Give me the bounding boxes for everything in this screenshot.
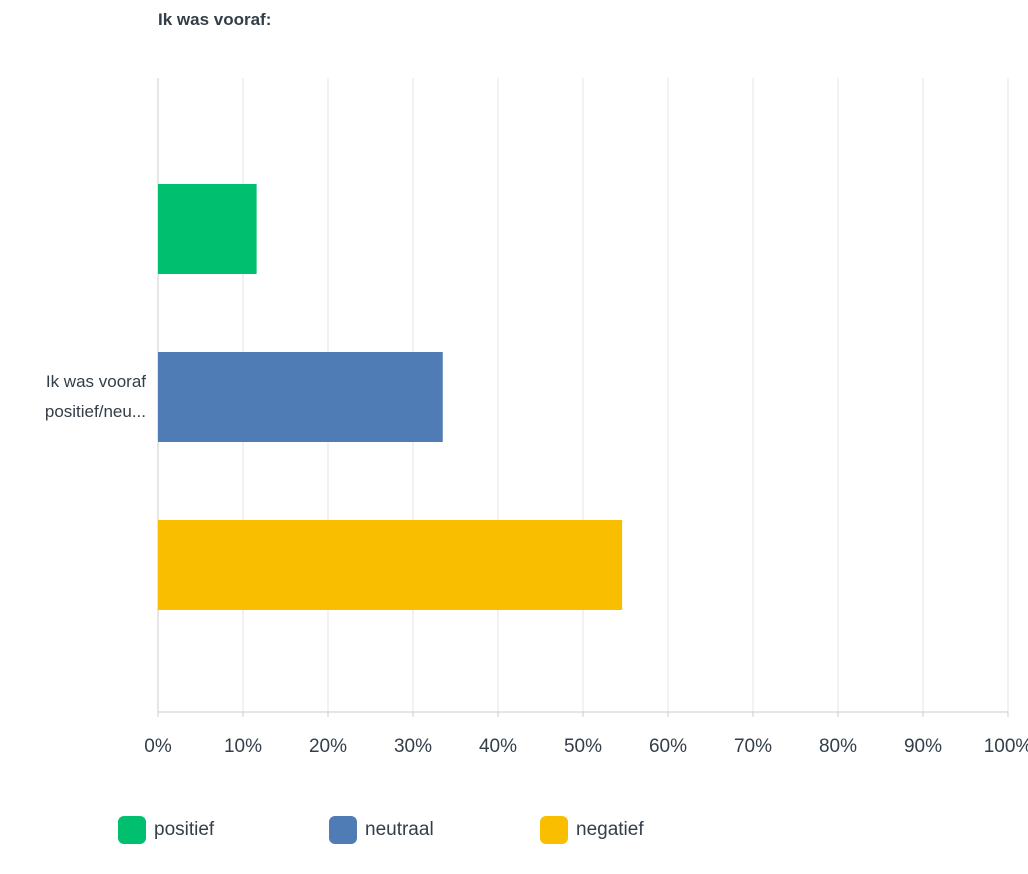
bar-negatief: [158, 520, 623, 610]
legend-swatch-neutraal: [329, 816, 357, 844]
x-tick-label: 30%: [394, 736, 432, 757]
x-tick-labels: 0% 10% 20% 30% 40% 50% 60% 70% 80% 90% 100%: [144, 736, 1028, 757]
x-tick-label: 80%: [819, 736, 857, 757]
bar-neutraal: [158, 352, 443, 442]
legend-swatch-positief: [118, 816, 146, 844]
x-tick-label: 20%: [309, 736, 347, 757]
x-tick-label: 100%: [984, 736, 1028, 757]
x-tick-label: 70%: [734, 736, 772, 757]
legend-swatch-negatief: [540, 816, 568, 844]
legend-item-neutraal[interactable]: neutraal: [329, 816, 434, 844]
legend-label-negatief: negatief: [576, 819, 644, 840]
x-tick-label: 40%: [479, 736, 517, 757]
bar-positief: [158, 184, 257, 274]
category-label-line: positief/neu...: [45, 402, 146, 421]
category-labels: Ik was vooraf positief/neu...: [45, 372, 146, 421]
legend: positief neutraal negatief: [0, 816, 1028, 848]
legend-label-neutraal: neutraal: [365, 819, 434, 840]
legend-item-positief[interactable]: positief: [118, 816, 214, 844]
x-tick-label: 0%: [144, 736, 172, 757]
category-label-line: Ik was vooraf: [46, 372, 146, 391]
legend-label-positief: positief: [154, 819, 215, 840]
x-tick-label: 50%: [564, 736, 602, 757]
bar-chart: 0% 10% 20% 30% 40% 50% 60% 70% 80% 90% 100% Ik was…: [45, 78, 1028, 757]
x-tick-label: 10%: [224, 736, 262, 757]
x-tick-label: 60%: [649, 736, 687, 757]
x-tick-label: 90%: [904, 736, 942, 757]
chart-title: Ik was vooraf:: [158, 10, 272, 29]
legend-item-negatief[interactable]: negatief: [540, 816, 644, 844]
bars: [158, 184, 623, 610]
